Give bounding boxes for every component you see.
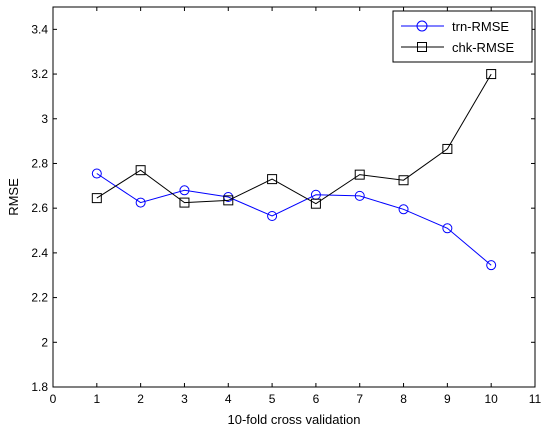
- x-tick-label: 4: [225, 392, 232, 406]
- x-tick-label: 7: [356, 392, 363, 406]
- data-point-chk-rmse: [91, 193, 102, 204]
- data-point-chk-rmse: [398, 175, 409, 186]
- series-line-chk-rmse: [96, 73, 492, 205]
- data-point-chk-rmse: [179, 197, 190, 208]
- legend-box: [392, 10, 533, 63]
- data-point-chk-rmse: [310, 198, 321, 209]
- x-tick-label: 2: [137, 392, 144, 406]
- y-tick-label: 3.2: [31, 67, 48, 81]
- data-point-trn-rmse: [179, 185, 190, 196]
- x-tick-label: 5: [269, 392, 276, 406]
- data-point-chk-rmse: [135, 165, 146, 176]
- x-tick-label: 0: [50, 392, 57, 406]
- x-tick-label: 10: [485, 392, 499, 406]
- y-tick-label: 3: [41, 112, 48, 126]
- x-tick-label: 3: [181, 392, 188, 406]
- y-tick-label: 2: [41, 335, 48, 349]
- data-point-chk-rmse: [267, 174, 278, 185]
- y-tick-label: 2.6: [31, 201, 48, 215]
- data-point-chk-rmse: [354, 169, 365, 180]
- data-point-trn-rmse: [486, 260, 497, 271]
- data-point-trn-rmse: [442, 223, 453, 234]
- x-tick-label: 1: [93, 392, 100, 406]
- data-point-trn-rmse: [91, 168, 102, 179]
- data-point-trn-rmse: [267, 211, 278, 221]
- plot-area: [52, 6, 536, 388]
- x-tick-label: 11: [529, 392, 542, 406]
- y-tick-label: 2.2: [31, 291, 48, 305]
- series-line-trn-rmse: [96, 173, 492, 266]
- legend: trn-RMSE chk-RMSE: [392, 10, 533, 63]
- legend-label-trn: trn-RMSE: [452, 19, 509, 34]
- data-point-trn-rmse: [354, 190, 365, 201]
- data-point-trn-rmse: [398, 204, 409, 215]
- data-point-chk-rmse: [486, 69, 497, 80]
- data-point-chk-rmse: [442, 143, 453, 154]
- x-tick-label: 8: [400, 392, 407, 406]
- y-tick-label: 1.8: [31, 380, 48, 394]
- legend-label-chk: chk-RMSE: [452, 40, 514, 55]
- data-point-chk-rmse: [223, 195, 234, 206]
- y-axis-label: RMSE: [6, 178, 21, 216]
- data-point-trn-rmse: [135, 197, 146, 208]
- series-layer: [91, 69, 497, 271]
- x-tick-label: 9: [444, 392, 451, 406]
- y-axis-ticks: 1.8 2 2.2 2.4 2.6 2.8 3 3.2 3.4: [31, 22, 535, 394]
- x-axis-label: 10-fold cross validation: [228, 412, 361, 427]
- y-tick-label: 2.4: [31, 246, 48, 260]
- x-tick-label: 6: [313, 392, 320, 406]
- legend-marker-trn: [416, 20, 428, 32]
- y-tick-label: 2.8: [31, 156, 48, 170]
- y-tick-label: 3.4: [31, 22, 48, 36]
- legend-marker-chk: [417, 42, 427, 52]
- x-axis-ticks: 0 1 2 3 4 5 6 7 8 9 10 11: [50, 7, 542, 406]
